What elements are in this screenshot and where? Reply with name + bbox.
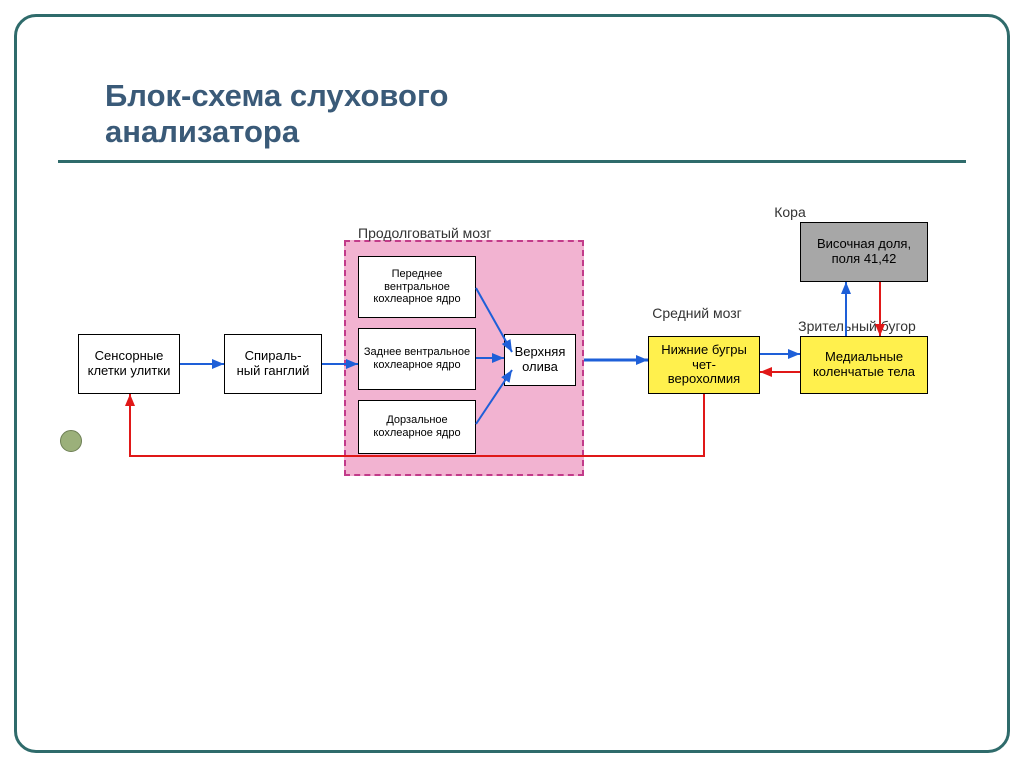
title-underline (58, 160, 966, 163)
node-n7: Височная доля, поля 41,42 (800, 222, 928, 282)
node-n6: Медиальные коленчатые тела (800, 336, 928, 394)
region-label-medulla: Продолговатый мозг (358, 225, 491, 241)
node-n3b: Заднее вентральное кохлеарное ядро (358, 328, 476, 390)
node-n3a: Переднее вентральное кохлеарное ядро (358, 256, 476, 318)
node-n2: Спираль- ный ганглий (224, 334, 322, 394)
slide-title: Блок-схема слухового анализатора (105, 78, 605, 150)
node-n5: Нижние бугры чет- верохолмия (648, 336, 760, 394)
node-n1: Сенсорные клетки улитки (78, 334, 180, 394)
body-bullet (60, 430, 82, 452)
node-n4: Верхняя олива (504, 334, 576, 386)
node-n3c: Дорзальное кохлеарное ядро (358, 400, 476, 454)
label-zrit: Зрительный бугор (782, 318, 932, 334)
label-midbrain: Средний мозг (652, 305, 742, 321)
label-kora: Кора (760, 204, 820, 220)
